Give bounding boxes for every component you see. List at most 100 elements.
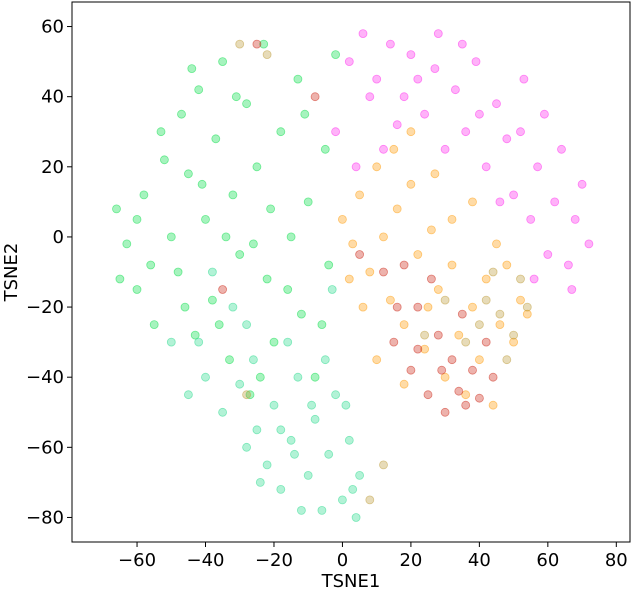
plot-frame <box>71 1 631 543</box>
x-axis-ticks: −60 −40 −20 0 20 40 60 80 <box>118 542 628 571</box>
scatter-point <box>492 99 501 109</box>
scatter-point <box>296 309 306 319</box>
scatter-point <box>365 267 375 277</box>
scatter-point <box>235 39 245 49</box>
x-tick-label: 0 <box>337 550 348 571</box>
scatter-point <box>228 302 238 312</box>
scatter-point <box>529 274 539 284</box>
scatter-point <box>430 64 440 73</box>
scatter-point <box>228 190 238 200</box>
scatter-point <box>324 449 334 459</box>
scatter-point <box>447 355 457 365</box>
scatter-point <box>190 330 200 340</box>
x-tick-label: −20 <box>255 550 293 571</box>
scatter-point <box>433 330 443 340</box>
scatter-point <box>283 285 293 294</box>
scatter-point <box>307 400 317 410</box>
scatter-point <box>450 85 460 95</box>
scatter-point <box>399 320 409 330</box>
scatter-point <box>526 214 536 224</box>
scatter-point <box>389 337 399 347</box>
scatter-point <box>440 295 450 305</box>
scatter-point <box>310 92 320 102</box>
scatter-point <box>214 320 224 330</box>
scatter-point <box>365 495 375 505</box>
scatter-point <box>218 57 228 66</box>
x-tick-label: 20 <box>399 550 422 571</box>
scatter-point <box>379 267 388 277</box>
scatter-point <box>276 484 286 494</box>
points-layer <box>112 29 594 522</box>
scatter-point <box>468 197 477 207</box>
scatter-point <box>516 127 525 137</box>
scatter-point <box>344 435 354 445</box>
scatter-point <box>194 85 204 95</box>
scatter-point <box>372 355 382 365</box>
scatter-point <box>481 274 491 284</box>
scatter-point <box>454 330 464 340</box>
scatter-point <box>351 513 361 522</box>
scatter-point <box>389 144 399 154</box>
y-tick-label: 20 <box>41 157 64 178</box>
scatter-point <box>474 355 484 365</box>
scatter-point <box>296 505 306 515</box>
scatter-point <box>187 64 197 73</box>
scatter-point <box>320 144 330 154</box>
scatter-point <box>392 120 402 130</box>
x-tick-label: −60 <box>118 550 156 571</box>
scatter-point <box>242 390 252 400</box>
scatter-point <box>543 250 553 259</box>
scatter-point <box>245 390 255 400</box>
scatter-point <box>337 214 347 224</box>
scatter-point <box>413 302 423 312</box>
scatter-point <box>570 214 580 224</box>
scatter-point <box>194 337 204 347</box>
scatter-point <box>502 260 512 270</box>
scatter-point <box>423 390 433 400</box>
scatter-point <box>519 74 529 84</box>
x-axis-label: TSNE1 <box>321 571 381 592</box>
scatter-point <box>348 484 358 494</box>
scatter-point <box>337 495 347 505</box>
scatter-point <box>344 57 354 66</box>
scatter-point <box>252 39 262 49</box>
scatter-point <box>540 109 549 119</box>
y-tick-label: −80 <box>26 507 64 528</box>
scatter-point <box>122 239 132 249</box>
scatter-point <box>516 274 525 284</box>
scatter-point <box>406 50 416 59</box>
scatter-point <box>183 390 193 400</box>
scatter-point <box>293 74 303 84</box>
scatter-point <box>522 302 532 312</box>
scatter-point <box>488 372 498 382</box>
scatter-point <box>440 144 450 154</box>
scatter-point <box>211 134 221 144</box>
scatter-point <box>310 372 320 382</box>
scatter-point <box>430 169 440 179</box>
scatter-point <box>183 169 193 179</box>
scatter-point <box>502 134 512 144</box>
scatter-point <box>488 400 498 410</box>
scatter-point <box>457 39 467 49</box>
scatter-point <box>283 337 293 347</box>
scatter-point <box>399 379 409 389</box>
scatter-point <box>180 302 190 312</box>
x-tick-label: −40 <box>187 550 225 571</box>
scatter-point <box>132 285 142 294</box>
y-tick-label: 60 <box>41 17 64 38</box>
scatter-point <box>468 302 477 312</box>
y-axis-label: TSNE2 <box>1 243 22 303</box>
y-tick-label: 40 <box>41 87 64 108</box>
scatter-point <box>550 197 560 207</box>
scatter-point <box>286 435 296 445</box>
scatter-point <box>379 460 388 470</box>
scatter-point <box>358 302 368 312</box>
scatter-point <box>358 29 368 38</box>
scatter-point <box>331 50 341 59</box>
y-tick-label: −60 <box>26 437 64 458</box>
scatter-point <box>310 414 320 424</box>
scatter-point <box>259 39 269 49</box>
scatter-point <box>502 355 512 365</box>
scatter-point <box>269 400 279 410</box>
